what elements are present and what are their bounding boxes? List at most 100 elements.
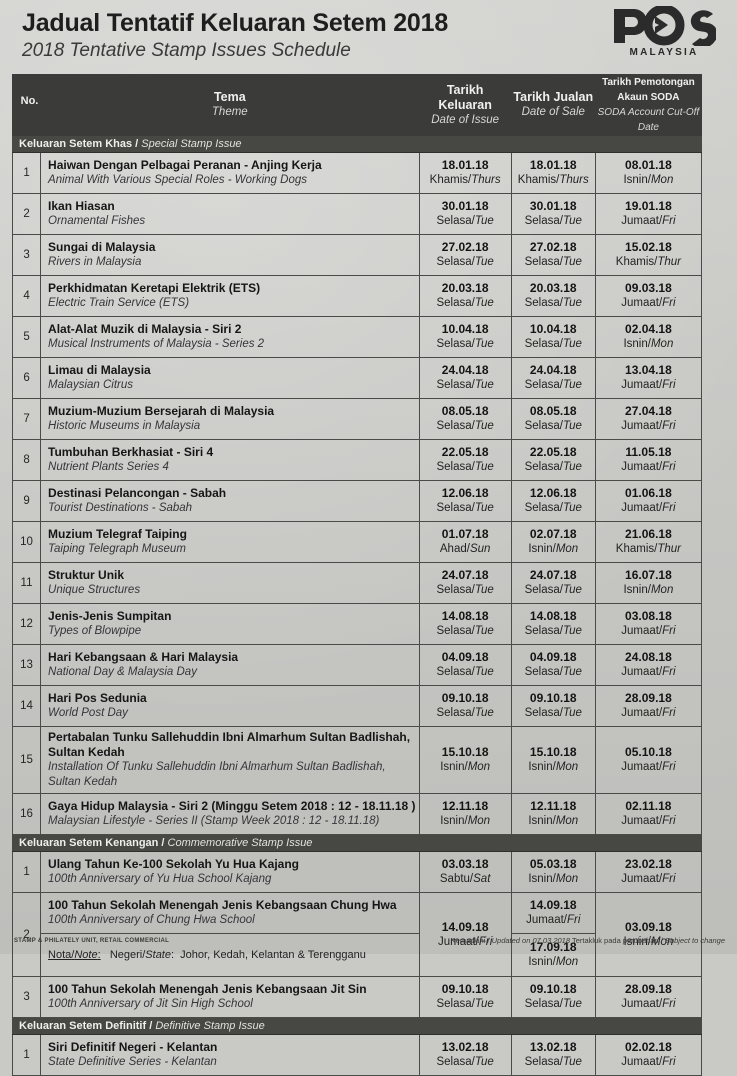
date-of-sale-date: 12.11.18 xyxy=(530,799,577,813)
date-of-sale-day: Selasa/Tue xyxy=(524,297,582,309)
date-of-issue-date: 09.10.18 xyxy=(441,691,489,705)
logo-wordmark: MALAYSIA xyxy=(629,47,699,58)
row-number: 2 xyxy=(11,892,42,977)
row-theme: 100 Tahun Sekolah Menengah Jenis Kebangs… xyxy=(40,892,420,934)
row-theme: Muzium Telegraf Taiping Taiping Telegraph… xyxy=(40,521,420,563)
date-of-issue-day: Selasa/Tue xyxy=(436,707,494,719)
col-header-issue-ms: Tarikh Keluaran xyxy=(438,82,492,112)
row-date-of-sale: 09.10.18 Selasa/Tue xyxy=(510,685,596,727)
date-of-issue-date: 27.02.18 xyxy=(441,240,489,254)
soda-day-en: Fri xyxy=(662,1056,676,1068)
date-of-issue-date: 04.09.18 xyxy=(441,650,489,664)
row-number: 11 xyxy=(11,562,42,604)
col-header-no: No. xyxy=(11,74,42,136)
row-date-of-sale: 08.05.18 Selasa/Tue xyxy=(510,398,596,440)
row-theme-en: Unique Structures xyxy=(48,584,141,596)
row-number: 10 xyxy=(11,521,42,563)
date-of-issue-date: 24.04.18 xyxy=(441,363,489,377)
sale-day-en: Mon xyxy=(555,873,579,885)
section-band-special: Keluaran Setem Khas / Special Stamp Issu… xyxy=(12,135,702,153)
date-of-issue-date: 15.10.18 xyxy=(441,745,489,759)
row-theme: Sungai di Malaysia Rivers in Malaysia xyxy=(40,234,420,276)
soda-cutoff-date: 15.02.18 xyxy=(625,240,672,254)
table-row: 15 Pertabalan Tunku Sallehuddin Ibni Alma… xyxy=(11,726,703,794)
row-date-of-issue: 15.10.18 Isnin/Mon xyxy=(418,726,512,794)
row-theme-en: Malaysian Lifestyle - Series II (Stamp W… xyxy=(48,815,380,827)
date-of-sale-day: Selasa/Tue xyxy=(524,256,582,268)
row-theme-ms: Struktur Unik xyxy=(48,568,125,582)
row-theme-ms: Ulang Tahun Ke-100 Sekolah Yu Hua Kajang xyxy=(48,857,299,871)
row-date-of-issue: 24.07.18 Selasa/Tue xyxy=(418,562,512,604)
date-of-sale-day: Selasa/Tue xyxy=(524,707,582,719)
table-row: 1 Haiwan Dengan Pelbagai Peranan - Anjing… xyxy=(11,152,703,194)
row-date-of-sale: 15.10.18 Isnin/Mon xyxy=(510,726,596,794)
row-theme: Destinasi Pelancongan - Sabah Tourist Des… xyxy=(40,480,420,522)
date-of-sale-day: Selasa/Tue xyxy=(524,461,582,473)
section-band-special-sep: / xyxy=(132,138,142,150)
col-header-date-of-issue: Tarikh Keluaran Date of Issue xyxy=(418,74,512,136)
row-theme-ms: Destinasi Pelancongan - Sabah xyxy=(48,486,227,500)
pos-logo-icon xyxy=(614,6,716,46)
soda-day-ms: Jumaat/ xyxy=(621,998,663,1010)
date-of-sale-date: 18.01.18 xyxy=(529,158,577,172)
soda-cutoff-date: 16.07.18 xyxy=(625,568,672,582)
row-theme: Ikan Hiasan Ornamental Fishes xyxy=(40,193,420,235)
footer-unit: STAMP & PHILATELY UNIT, RETAIL COMMERCIA… xyxy=(14,938,170,944)
row-date-of-issue: 27.02.18 Selasa/Tue xyxy=(418,234,512,276)
row-theme-ms: Siri Definitif Negeri - Kelantan xyxy=(48,1040,218,1054)
row-theme-en: World Post Day xyxy=(48,707,128,719)
row-soda-cutoff: 08.01.18 Isnin/Mon xyxy=(594,152,703,194)
soda-cutoff-day: Jumaat/Fri xyxy=(621,761,676,773)
col-header-soda-en: SODA Account Cut-Off Date xyxy=(597,107,700,133)
date-of-sale-date: 24.04.18 xyxy=(529,363,577,377)
footer-updated-en: Updated on 07.03.2018 xyxy=(491,936,571,945)
row-number: 1 xyxy=(11,152,42,194)
table-row: 6 Limau di Malaysia Malaysian Citrus 24.04.… xyxy=(11,357,703,399)
table-row: 13 Hari Kebangsaan & Hari Malaysia Nationa… xyxy=(11,644,703,686)
row-theme-en: Electric Train Service (ETS) xyxy=(48,297,190,309)
row-date-of-issue: 30.01.18 Selasa/Tue xyxy=(418,193,512,235)
row-theme: Haiwan Dengan Pelbagai Peranan - Anjing … xyxy=(40,152,420,194)
section-band-commemorative-cell: Keluaran Setem Kenangan / Commemorative … xyxy=(12,834,702,852)
row-theme-en: Musical Instruments of Malaysia - Series… xyxy=(48,338,265,350)
soda-cutoff-day: Jumaat/Fri xyxy=(621,215,676,227)
row-theme-ms: Muzium Telegraf Taiping xyxy=(48,527,187,541)
soda-cutoff-day: Jumaat/Fri xyxy=(621,461,676,473)
date-of-sale-date: 12.06.18 xyxy=(529,486,577,500)
section-band-definitive-cell: Keluaran Setem Definitif / Definitive St… xyxy=(12,1017,702,1035)
soda-day-ms: Jumaat/ xyxy=(621,873,663,885)
footer-subject-ms: Tertakluk pada perubahan / xyxy=(570,936,665,945)
row-number: 14 xyxy=(11,685,42,727)
row-theme-en: State Definitive Series - Kelantan xyxy=(48,1056,217,1068)
page-title-ms: Jadual Tentatif Keluaran Setem 2018 xyxy=(22,9,449,37)
row-theme-ms: Limau di Malaysia xyxy=(48,363,151,377)
row-number: 9 xyxy=(11,480,42,522)
soda-cutoff-date: 02.11.18 xyxy=(625,799,672,813)
row-number: 3 xyxy=(11,234,42,276)
row-date-of-sale: 27.02.18 Selasa/Tue xyxy=(510,234,596,276)
row-number: 6 xyxy=(11,357,42,399)
soda-cutoff-date: 02.04.18 xyxy=(625,322,672,336)
row-soda-cutoff: 03.09.18 Isnin/Mon xyxy=(594,892,703,977)
soda-date: 28.09.18 xyxy=(625,982,672,996)
date-of-issue-date: 01.07.18 xyxy=(441,527,489,541)
section-band-definitive-ms: Keluaran Setem Definitif xyxy=(19,1020,147,1032)
soda-cutoff-day: Jumaat/Fri xyxy=(621,379,676,391)
issue-day-en: Tue xyxy=(474,998,494,1010)
soda-cutoff-date: 08.01.18 xyxy=(625,158,672,172)
row-theme: Hari Kebangsaan & Hari Malaysia National … xyxy=(40,644,420,686)
section-band-special-en: Special Stamp Issue xyxy=(141,138,242,150)
table-row: 16 Gaya Hidup Malaysia - Siri 2 (Minggu S… xyxy=(11,793,703,835)
row-date-of-sale: 22.05.18 Selasa/Tue xyxy=(510,439,596,481)
row-number: 1 xyxy=(11,1034,42,1076)
soda-day: Isnin/Mon xyxy=(596,935,701,950)
row-date-of-issue: 20.03.18 Selasa/Tue xyxy=(418,275,512,317)
date-of-sale-day: Selasa/Tue xyxy=(524,625,582,637)
date-of-sale-day: Isnin/Mon xyxy=(528,761,579,773)
row-theme: Ulang Tahun Ke-100 Sekolah Yu Hua Kajang… xyxy=(40,851,420,893)
date-of-sale-date: 30.01.18 xyxy=(529,199,577,213)
soda-day: Jumaat/Fri xyxy=(596,1055,701,1070)
row-theme-ms: Alat-Alat Muzik di Malaysia - Siri 2 xyxy=(48,322,242,336)
sale-day-en: Fri xyxy=(567,914,581,926)
date-of-issue-date: 08.05.18 xyxy=(441,404,489,418)
